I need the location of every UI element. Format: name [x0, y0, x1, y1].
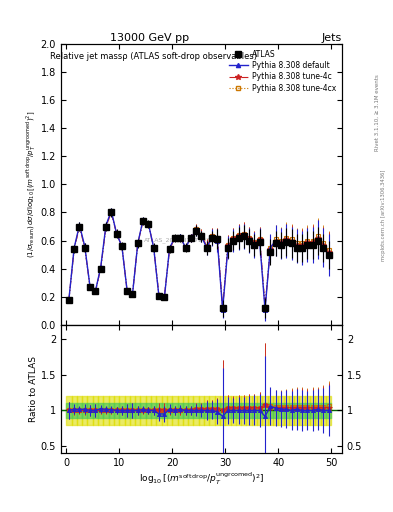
Y-axis label: Ratio to ATLAS: Ratio to ATLAS	[29, 356, 38, 422]
Text: mcplots.cern.ch [arXiv:1306.3436]: mcplots.cern.ch [arXiv:1306.3436]	[381, 169, 386, 261]
X-axis label: $\log_{10}[(m^{\rm soft\,drop}/p_T^{\rm ungroomed})^2]$: $\log_{10}[(m^{\rm soft\,drop}/p_T^{\rm …	[139, 471, 264, 487]
Text: 13000 GeV pp: 13000 GeV pp	[110, 33, 189, 44]
Text: ATLAS_2019_I1772071: ATLAS_2019_I1772071	[143, 238, 214, 244]
Text: Relative jet massρ (ATLAS soft-drop observables): Relative jet massρ (ATLAS soft-drop obse…	[50, 52, 257, 61]
Text: Rivet 3.1.10, ≥ 3.1M events: Rivet 3.1.10, ≥ 3.1M events	[375, 74, 380, 151]
Y-axis label: $(1/\sigma_{\rm resum})\,d\sigma/d\log_{10}[(m^{\rm soft\,drop}/p_T^{\rm ungroom: $(1/\sigma_{\rm resum})\,d\sigma/d\log_{…	[24, 111, 38, 258]
Text: Jets: Jets	[321, 33, 342, 44]
Legend: ATLAS, Pythia 8.308 default, Pythia 8.308 tune-4c, Pythia 8.308 tune-4cx: ATLAS, Pythia 8.308 default, Pythia 8.30…	[226, 47, 338, 95]
